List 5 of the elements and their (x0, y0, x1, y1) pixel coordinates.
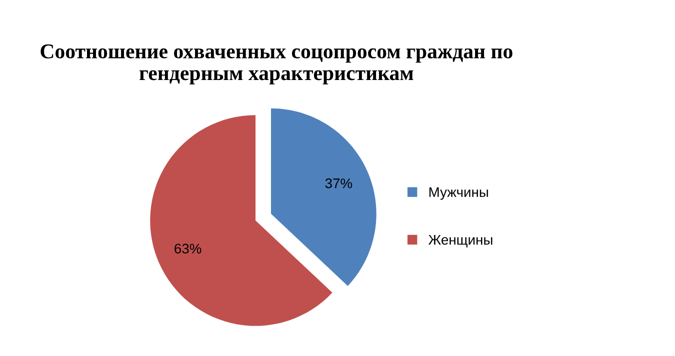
data-label: 63% (174, 244, 202, 254)
legend-label: Мужчины (429, 187, 488, 200)
legend-label: Женщины (428, 235, 492, 248)
chart-title: Соотношение охваченных соцопросом граждан по гендерным характеристикам (40, 44, 512, 84)
data-label: 37% (325, 178, 352, 188)
